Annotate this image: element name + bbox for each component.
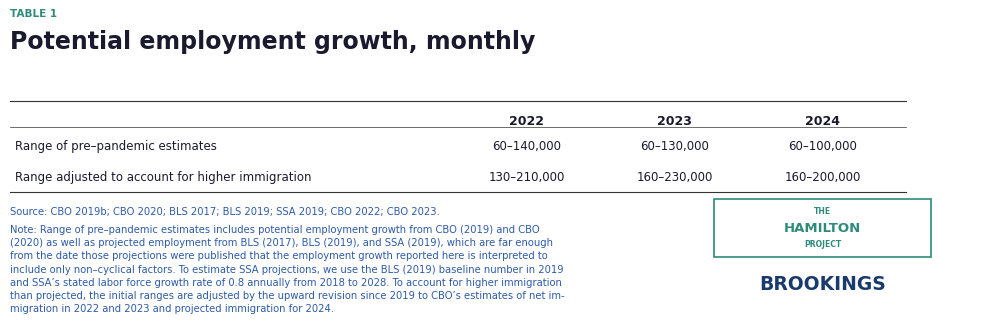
Text: 160–200,000: 160–200,000 [784,171,861,184]
Text: 2022: 2022 [509,115,545,128]
Text: 2023: 2023 [657,115,692,128]
Text: HAMILTON: HAMILTON [784,222,861,235]
Text: TABLE 1: TABLE 1 [10,9,57,19]
Text: 60–140,000: 60–140,000 [492,140,561,153]
Text: 130–210,000: 130–210,000 [489,171,565,184]
Text: 60–100,000: 60–100,000 [788,140,857,153]
Text: Range of pre–pandemic estimates: Range of pre–pandemic estimates [15,140,217,153]
Text: Note: Range of pre–pandemic estimates includes potential employment growth from : Note: Range of pre–pandemic estimates in… [10,225,564,314]
Text: PROJECT: PROJECT [804,240,841,249]
Text: Source: CBO 2019b; CBO 2020; BLS 2017; BLS 2019; SSA 2019; CBO 2022; CBO 2023.: Source: CBO 2019b; CBO 2020; BLS 2017; B… [10,207,439,217]
Text: BROOKINGS: BROOKINGS [759,275,886,294]
Text: 160–230,000: 160–230,000 [636,171,713,184]
Text: THE: THE [814,207,831,216]
Text: 60–130,000: 60–130,000 [640,140,709,153]
Text: Potential employment growth, monthly: Potential employment growth, monthly [10,30,535,54]
Text: 2024: 2024 [805,115,840,128]
Text: Range adjusted to account for higher immigration: Range adjusted to account for higher imm… [15,171,311,184]
